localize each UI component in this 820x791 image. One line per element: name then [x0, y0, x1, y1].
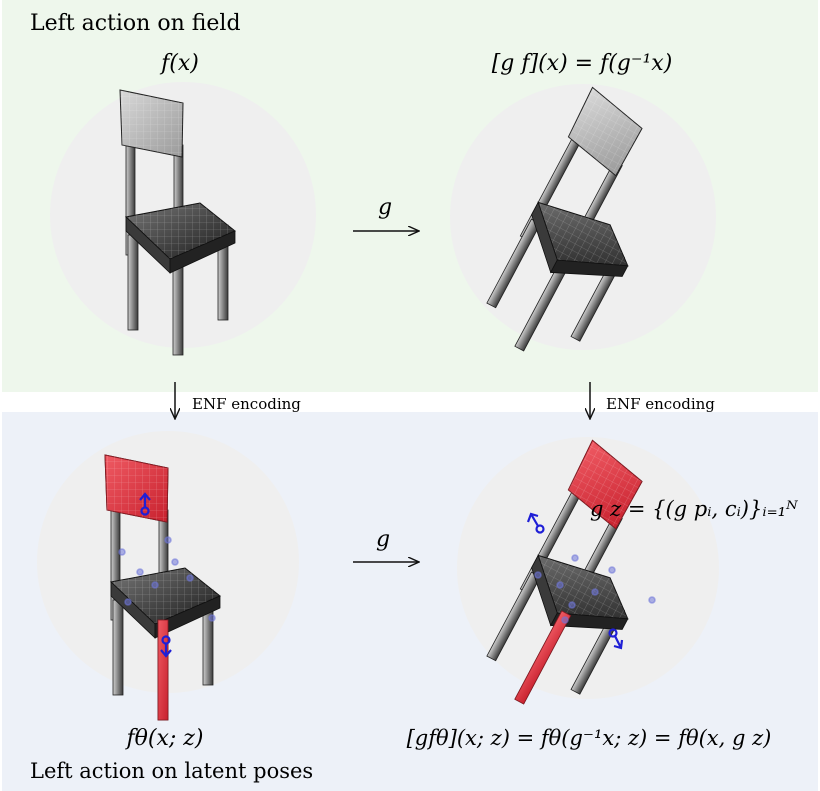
- top-panel-title: Left action on field: [30, 11, 241, 36]
- pose-leg-point-transformed: [608, 628, 618, 638]
- right-encoding-label: ENF encoding: [606, 395, 715, 413]
- left-encoding-label: ENF encoding: [192, 395, 301, 413]
- bottom-left-latent-poses: [139, 492, 172, 658]
- bottom-left-chair: [104, 454, 221, 721]
- bottom-right-chair: [467, 439, 695, 729]
- top-left-label: f(x): [159, 51, 199, 76]
- bottom-right-label: [gfθ](x; z) = fθ(g⁻¹x; z) = fθ(x, g z): [407, 726, 772, 750]
- bottom-panel-title: Left action on latent poses: [30, 759, 313, 783]
- bottom-right-faint-poses: [534, 554, 656, 624]
- bottom-left-faint-poses: [118, 536, 216, 622]
- top-right-label: [g f](x) = f(g⁻¹x): [492, 51, 673, 76]
- pose-back-point-transformed: [535, 524, 545, 534]
- bottom-right-latent-poses: [526, 512, 624, 650]
- top-arrow-label: g: [378, 195, 392, 220]
- bottom-arrow-label: g: [376, 527, 390, 552]
- latent-set-label: g z = {(g pᵢ, cᵢ)}ᵢ₌₁ᴺ: [590, 497, 798, 521]
- bottom-left-label: fθ(x; z): [125, 726, 204, 751]
